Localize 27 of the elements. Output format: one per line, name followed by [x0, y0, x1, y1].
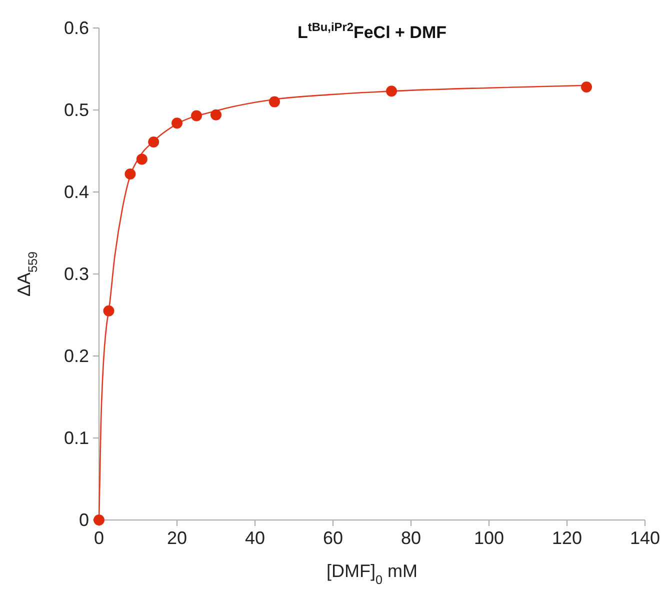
- point: [581, 82, 592, 93]
- point: [269, 96, 280, 108]
- x-tick-label: 60: [322, 528, 344, 548]
- y-tick-label: 0.6: [64, 18, 89, 38]
- point: [148, 136, 160, 148]
- y-tick-label: 0.3: [64, 264, 89, 284]
- x-tick-label: 140: [630, 528, 660, 548]
- chart-title: L$^{tBu,iPr2}$FeCl + DMF: [297, 20, 447, 42]
- y-tick-label: 0.2: [64, 346, 89, 366]
- point: [172, 118, 182, 129]
- x-tick-label: 120: [552, 528, 582, 548]
- x-tick-label: 20: [166, 528, 188, 548]
- y-tick-label: 0.1: [64, 428, 89, 448]
- x-tick-label: 80: [400, 528, 422, 548]
- point: [103, 305, 114, 316]
- y-tick-label: 0: [78, 510, 89, 530]
- point: [386, 86, 397, 97]
- x-tick-label: 40: [244, 528, 266, 548]
- y-tick-label: 0.5: [64, 100, 89, 120]
- point: [124, 168, 136, 180]
- x-tick-label: 0: [94, 528, 104, 548]
- point: [210, 109, 222, 120]
- x-tick-label: 100: [474, 528, 504, 548]
- point: [136, 154, 148, 165]
- y-tick-label: 0.4: [64, 182, 89, 202]
- point: [191, 110, 202, 122]
- x-axis-title: [DMF]$_{0}$ mM: [326, 561, 418, 587]
